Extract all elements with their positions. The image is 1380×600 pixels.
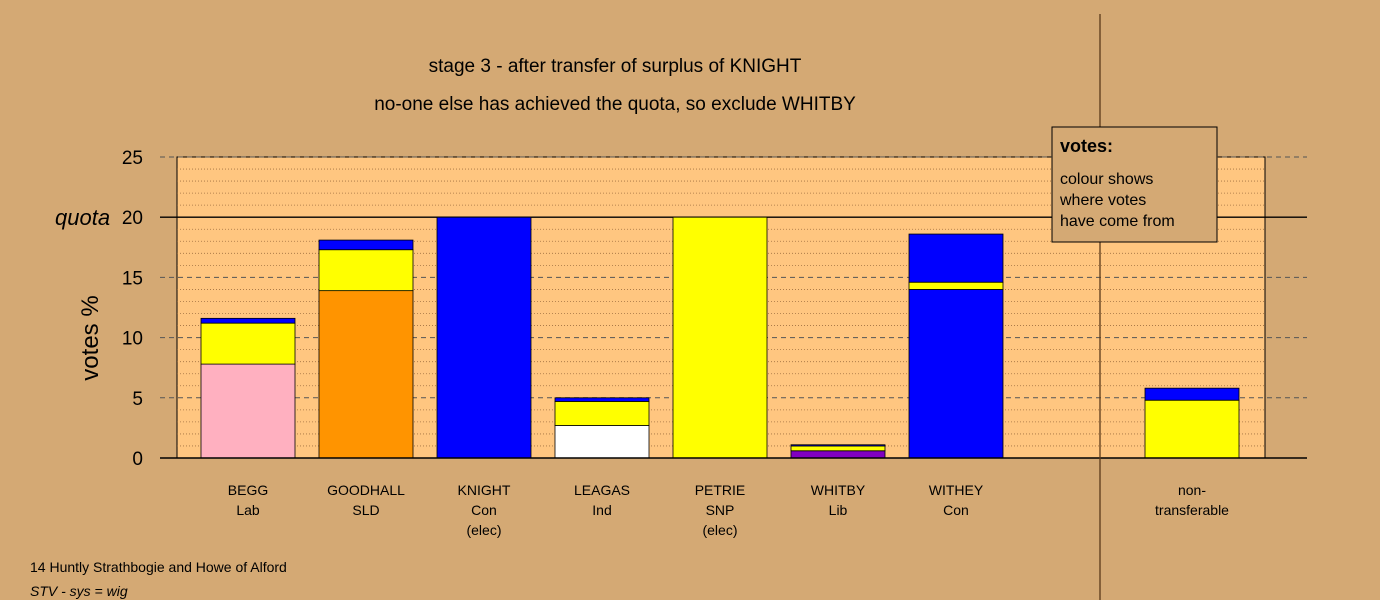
y-tick-label: 25 (122, 148, 143, 169)
category-party-label: Ind (592, 502, 611, 518)
y-tick-label: 5 (132, 389, 143, 410)
legend-line-2: where votes (1059, 192, 1146, 209)
bars-group (200, 216, 1240, 459)
bar-segment (908, 289, 1004, 459)
category-party-label: SLD (352, 502, 379, 518)
legend-line-3: have come from (1060, 213, 1175, 230)
category-party-label: Con (471, 502, 497, 518)
category-name-label: WHITBY (811, 482, 866, 498)
bar-segment (790, 444, 886, 447)
category-note-label: (elec) (466, 522, 501, 538)
legend: votes: colour shows where votes have com… (1051, 126, 1218, 243)
bar-segment (436, 216, 532, 459)
category-party-label: Lab (236, 502, 260, 518)
category-party-label: Lib (829, 502, 848, 518)
y-tick-label: 0 (132, 449, 143, 470)
bar-segment (200, 322, 296, 365)
legend-line-1: colour shows (1060, 171, 1153, 188)
bar-segment (318, 290, 414, 459)
category-party-label: transferable (1155, 502, 1229, 518)
category-name-label: BEGG (228, 482, 268, 498)
category-party-label: Con (943, 502, 969, 518)
category-name-label: GOODHALL (327, 482, 405, 498)
category-name-label: PETRIE (695, 482, 746, 498)
legend-box (1051, 126, 1218, 243)
bar-segment (908, 233, 1004, 283)
footer-constituency: 14 Huntly Strathbogie and Howe of Alford (30, 559, 287, 575)
category-name-label: non- (1178, 482, 1206, 498)
bar-segment (554, 397, 650, 402)
chart-title: stage 3 - after transfer of surplus of K… (429, 56, 802, 77)
bar-segment (672, 216, 768, 459)
y-axis-label: votes % (77, 295, 104, 380)
y-axis: 0 5 10 15 20 25 (122, 148, 1307, 470)
chart-subtitle: no-one else has achieved the quota, so e… (374, 94, 856, 115)
quota-label: quota (55, 205, 110, 230)
category-name-label: KNIGHT (458, 482, 511, 498)
y-tick-label: 15 (122, 268, 143, 289)
category-name-label: LEAGAS (574, 482, 630, 498)
y-tick-label: 20 (122, 208, 143, 229)
bar-segment (908, 281, 1004, 290)
footer-system: STV - sys = wig (30, 583, 128, 599)
bar-segment (554, 425, 650, 459)
category-name-label: WITHEY (929, 482, 984, 498)
bar-segment (1144, 399, 1240, 459)
bar-segment (318, 239, 414, 251)
y-tick-label: 10 (122, 329, 143, 350)
bar-segment (200, 363, 296, 459)
bar-segment (318, 249, 414, 292)
bar-segment (790, 450, 886, 459)
bar-segment (554, 401, 650, 426)
bar-segment (790, 445, 886, 452)
bar-segment (1144, 387, 1240, 401)
category-note-label: (elec) (702, 522, 737, 538)
bar-segment (200, 317, 296, 324)
legend-title: votes: (1060, 136, 1113, 156)
category-party-label: SNP (706, 502, 735, 518)
category-labels: BEGG Lab GOODHALL SLD KNIGHT Con (elec) LEAGAS I… (228, 482, 1229, 538)
